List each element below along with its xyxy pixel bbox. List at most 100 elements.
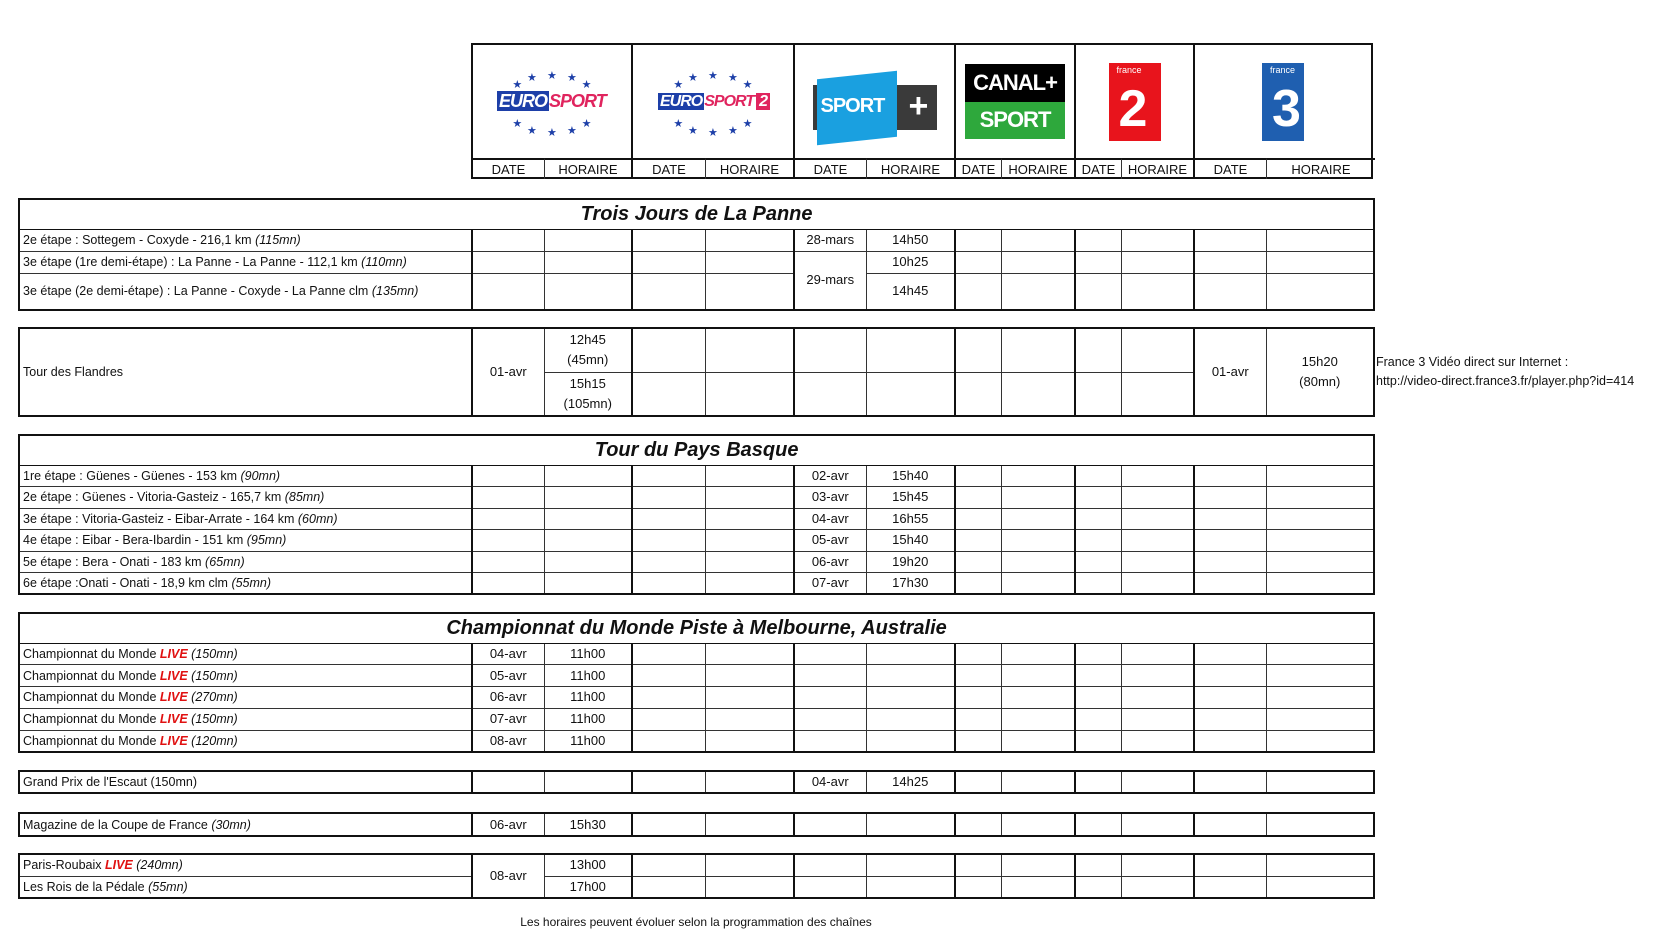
time-cell-france-2 [1120, 875, 1195, 899]
time-cell-sport- [865, 664, 956, 688]
time-cell-eurosport-2 [704, 812, 795, 837]
horaire-column-header: HORAIRE [1002, 158, 1076, 179]
event-duration: (150mn) [187, 646, 238, 661]
date-cell-eurosport [471, 228, 545, 252]
table-row: Championnat du Monde LIVE (120mn) 08-avr 1… [18, 729, 1375, 753]
event-label: Les Rois de la Pédale [23, 879, 149, 894]
time-cell-eurosport [543, 529, 633, 552]
star-icon: ★ [547, 127, 557, 140]
live-badge: LIVE [159, 646, 188, 661]
time-cell-sport-: 15h40 [865, 529, 956, 552]
date-cell-sport- [793, 327, 867, 373]
date-cell-eurosport-2 [631, 486, 706, 509]
date-cell-canal-sport [954, 507, 1002, 530]
date-cell-eurosport-2 [631, 664, 706, 688]
time-cell-canal-sport [1000, 664, 1076, 688]
date-cell-canal-sport [954, 572, 1002, 595]
date-cell-eurosport: 08-avr [471, 853, 545, 899]
event-name: 3e étape (1re demi-étape) : La Panne - L… [18, 250, 473, 274]
date-cell-eurosport [471, 572, 545, 595]
star-icon: ★ [512, 118, 523, 131]
date-cell-canal-sport [954, 853, 1002, 877]
event-duration: (55mn) [231, 576, 272, 590]
time-cell-eurosport: 15h15 (105mn) [543, 371, 633, 417]
date-cell-canal-sport [954, 812, 1002, 837]
horaire-column-header: HORAIRE [1122, 158, 1195, 179]
table-row: 4e étape : Eibar - Bera-Ibardin - 151 km… [18, 529, 1375, 552]
time-cell-france-2 [1120, 272, 1195, 311]
time-cell-eurosport: 13h00 [543, 853, 633, 877]
date-cell-france-3 [1193, 550, 1267, 573]
table-row: Championnat du Monde LIVE (150mn) 07-avr 1… [18, 707, 1375, 731]
date-column-header: DATE [795, 158, 867, 179]
time-cell-eurosport-2 [704, 875, 795, 899]
event-label: 2e étape : Sottegem - Coxyde - 216,1 km [23, 233, 256, 247]
time-cell-france-2 [1120, 507, 1195, 530]
event-duration: (150mn) [187, 712, 238, 727]
date-cell-france-3 [1193, 875, 1267, 899]
date-cell-canal-sport [954, 228, 1002, 252]
date-cell-france-2 [1074, 228, 1122, 252]
logo-text: 2 [756, 92, 770, 110]
section-title: Championnat du Monde Piste à Melbourne, … [18, 612, 1375, 644]
date-cell-eurosport-2 [631, 770, 706, 794]
logo-text: SPORT [704, 92, 755, 110]
date-cell-eurosport [471, 507, 545, 530]
date-cell-france-2 [1074, 572, 1122, 595]
date-cell-sport- [793, 686, 867, 709]
event-name: 6e étape :Onati - Onati - 18,9 km clm (5… [18, 572, 473, 595]
table-row: Championnat du Monde LIVE (270mn) 06-avr 1… [18, 686, 1375, 709]
date-cell-france-3 [1193, 686, 1267, 709]
time-cell-france-2 [1120, 250, 1195, 274]
date-cell-france-2 [1074, 371, 1122, 417]
horaire-column-header: HORAIRE [706, 158, 795, 179]
event-duration: (135mn) [371, 284, 419, 299]
logo-text: SPORT [549, 90, 607, 111]
live-badge: LIVE [104, 858, 133, 873]
time-cell-canal-sport [1000, 529, 1076, 552]
time-cell-france-3 [1265, 729, 1375, 753]
event-duration: (95mn) [246, 533, 287, 548]
table-row: Grand Prix de l'Escaut (150mn) 04-avr 14h2… [18, 770, 1375, 794]
time-cell-france-3 [1265, 572, 1375, 595]
event-name: 3e étape (2e demi-étape) : La Panne - Co… [18, 272, 473, 311]
star-icon: ★ [728, 124, 738, 137]
horaire-column-header: HORAIRE [867, 158, 956, 179]
time-cell-sport-: 15h45 [865, 486, 956, 509]
date-cell-sport- [793, 664, 867, 688]
date-cell-france-3 [1193, 529, 1267, 552]
date-cell-france-2 [1074, 707, 1122, 731]
table-row: Paris-Roubaix LIVE (240mn) 08-avr 13h00 [18, 853, 1375, 899]
note-link[interactable]: http://video-direct.france3.fr/player.ph… [1376, 374, 1635, 388]
eurosport-logo: ★ ★ ★ ★ ★ ★ ★ ★ ★ ★ EURO SPORT [473, 45, 633, 158]
table-row: 6e étape :Onati - Onati - 18,9 km clm (5… [18, 572, 1375, 595]
star-icon: ★ [688, 71, 698, 84]
star-icon: ★ [567, 71, 577, 84]
schedule-section: Trois Jours de La Panne 2e étape : Sotteg… [18, 198, 1376, 311]
time-cell-eurosport [543, 770, 633, 794]
eurosport2-logo: ★ ★ ★ ★ ★ ★ ★ ★ ★ ★ EURO SPORT 2 [633, 45, 795, 158]
time-cell-canal-sport [1000, 707, 1076, 731]
date-cell-france-2 [1074, 875, 1122, 899]
date-cell-france-2 [1074, 853, 1122, 877]
date-cell-sport-: 05-avr [793, 529, 867, 552]
date-cell-canal-sport [954, 529, 1002, 552]
date-cell-france-2 [1074, 664, 1122, 688]
star-icon: ★ [527, 124, 537, 137]
date-cell-canal-sport [954, 550, 1002, 573]
time-cell-france-3 [1265, 550, 1375, 573]
time-cell-france-3 [1265, 812, 1375, 837]
date-cell-france-2 [1074, 770, 1122, 794]
time-cell-eurosport-2 [704, 228, 795, 252]
time-cell-eurosport [543, 464, 633, 487]
time-cell-france-2 [1120, 486, 1195, 509]
star-icon: ★ [527, 71, 537, 84]
star-icon: ★ [673, 118, 684, 131]
time-cell-france-3 [1265, 507, 1375, 530]
time-cell-france-3 [1265, 875, 1375, 899]
time-cell-canal-sport [1000, 875, 1076, 899]
star-icon: ★ [708, 69, 718, 82]
date-cell-sport-: 03-avr [793, 486, 867, 509]
date-cell-canal-sport [954, 707, 1002, 731]
time-cell-sport-: 14h25 [865, 770, 956, 794]
